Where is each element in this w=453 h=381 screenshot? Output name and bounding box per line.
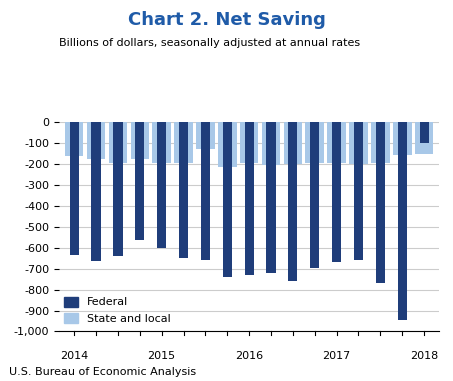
Bar xyxy=(266,122,275,273)
Bar xyxy=(354,122,363,260)
Legend: Federal, State and local: Federal, State and local xyxy=(64,297,170,324)
Text: U.S. Bureau of Economic Analysis: U.S. Bureau of Economic Analysis xyxy=(9,367,196,377)
Bar xyxy=(87,122,106,158)
Bar xyxy=(201,122,210,260)
Bar xyxy=(223,122,232,277)
Bar xyxy=(70,122,79,255)
Bar xyxy=(179,122,188,258)
Bar xyxy=(109,122,127,163)
Bar xyxy=(218,122,236,167)
Text: Chart 2. Net Saving: Chart 2. Net Saving xyxy=(128,11,325,29)
Text: 2015: 2015 xyxy=(148,351,176,361)
Bar xyxy=(92,122,101,261)
Bar xyxy=(393,122,411,155)
Text: 2018: 2018 xyxy=(410,351,438,361)
Bar xyxy=(245,122,254,275)
Text: 2016: 2016 xyxy=(235,351,263,361)
Bar xyxy=(152,122,171,163)
Bar xyxy=(262,122,280,165)
Text: Billions of dollars, seasonally adjusted at annual rates: Billions of dollars, seasonally adjusted… xyxy=(59,38,360,48)
Bar xyxy=(65,122,83,157)
Bar xyxy=(240,122,259,163)
Bar xyxy=(419,122,429,143)
Text: 2014: 2014 xyxy=(60,351,88,361)
Bar xyxy=(415,122,434,154)
Bar xyxy=(310,122,319,267)
Bar xyxy=(305,122,324,163)
Bar xyxy=(398,122,407,320)
Text: 2017: 2017 xyxy=(323,351,351,361)
Bar xyxy=(328,122,346,163)
Bar xyxy=(284,122,302,164)
Bar xyxy=(349,122,368,164)
Bar xyxy=(332,122,341,262)
Bar xyxy=(113,122,122,256)
Bar xyxy=(196,122,215,149)
Bar xyxy=(130,122,149,158)
Bar xyxy=(371,122,390,163)
Bar xyxy=(157,122,166,248)
Bar xyxy=(135,122,145,240)
Bar xyxy=(174,122,193,163)
Bar xyxy=(376,122,385,283)
Bar xyxy=(288,122,298,281)
